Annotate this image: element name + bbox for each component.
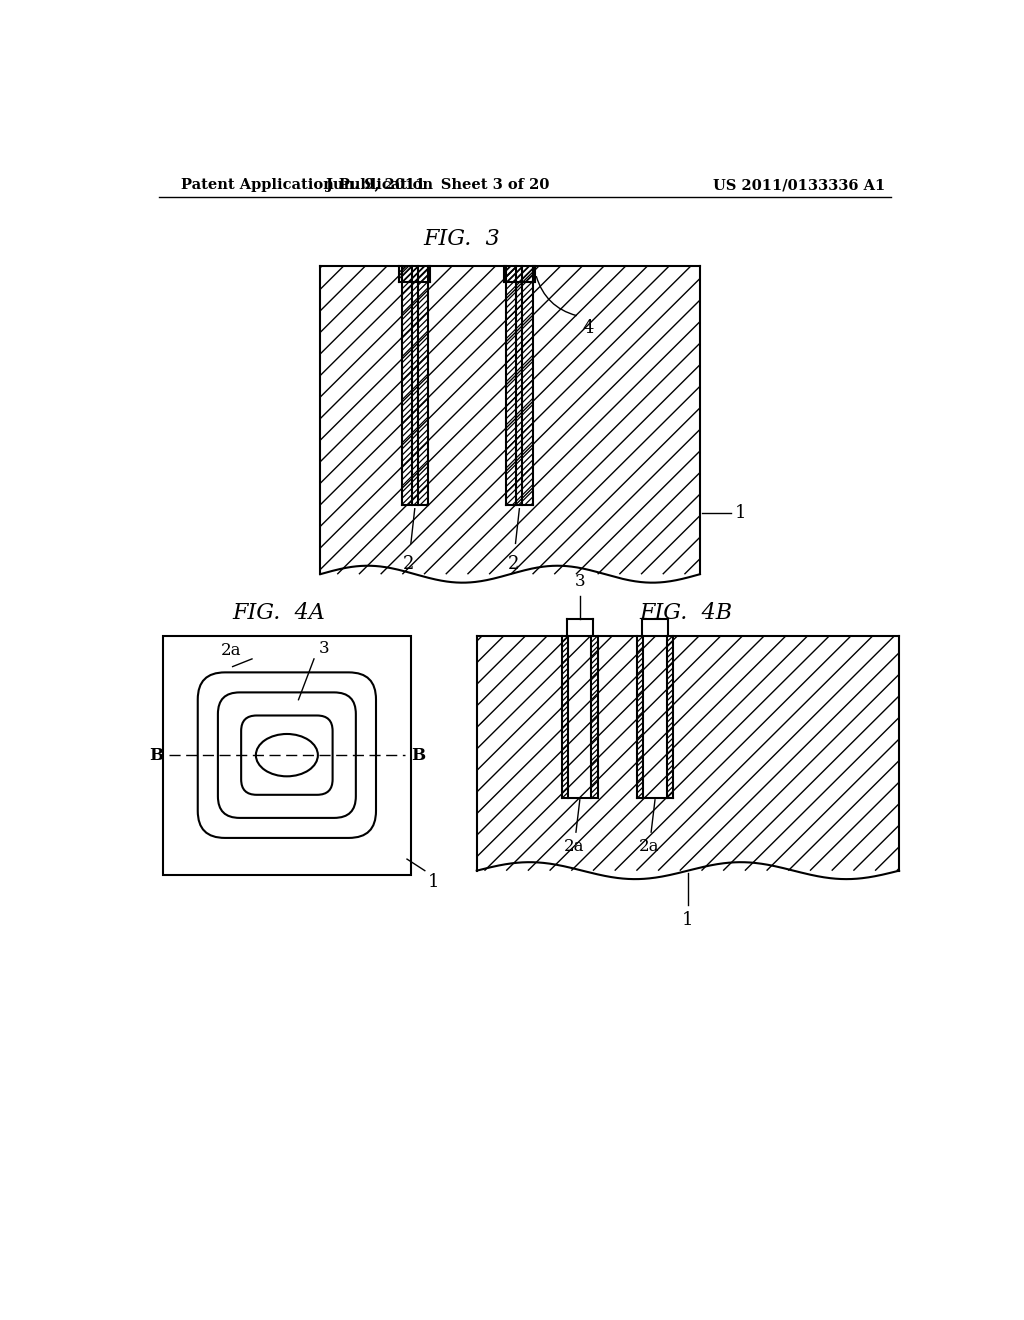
Bar <box>637 636 673 797</box>
Text: Jun. 9, 2011   Sheet 3 of 20: Jun. 9, 2011 Sheet 3 of 20 <box>327 178 550 193</box>
Text: B: B <box>411 747 425 764</box>
Text: 4: 4 <box>583 319 594 337</box>
Text: 2: 2 <box>508 554 519 573</box>
Text: B: B <box>148 747 163 764</box>
Text: 3: 3 <box>574 573 585 590</box>
Bar <box>642 619 669 636</box>
Bar <box>412 267 418 506</box>
Bar <box>401 267 428 506</box>
Text: 2: 2 <box>402 554 415 573</box>
Text: FIG.  3: FIG. 3 <box>423 228 500 251</box>
Text: 1: 1 <box>735 504 746 521</box>
Text: 1: 1 <box>428 873 439 891</box>
Bar <box>562 636 598 797</box>
Bar <box>163 636 411 875</box>
Bar <box>566 619 593 636</box>
Bar <box>412 267 418 506</box>
Text: 2a: 2a <box>221 642 242 659</box>
Text: FIG.  4B: FIG. 4B <box>639 602 732 624</box>
Text: 2a: 2a <box>563 838 584 854</box>
Text: 3: 3 <box>318 640 330 656</box>
Text: 1: 1 <box>682 911 693 929</box>
Bar <box>516 267 522 506</box>
Bar <box>506 267 532 506</box>
Text: FIG.  4A: FIG. 4A <box>232 602 326 624</box>
Text: 2a: 2a <box>639 838 659 854</box>
Bar <box>504 267 535 281</box>
Text: US 2011/0133336 A1: US 2011/0133336 A1 <box>713 178 886 193</box>
Text: Patent Application Publication: Patent Application Publication <box>180 178 433 193</box>
Bar <box>399 267 430 281</box>
